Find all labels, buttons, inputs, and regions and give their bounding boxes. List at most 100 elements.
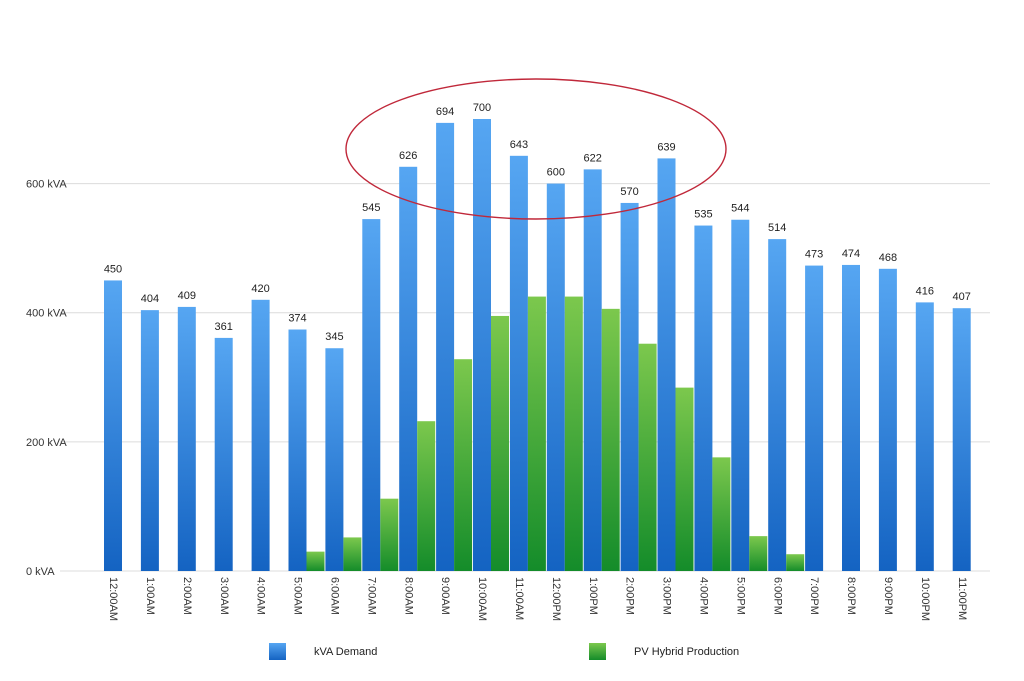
bar-pv-production <box>527 296 546 571</box>
x-tick-label: 7:00AM <box>365 577 377 615</box>
bar-pv-production <box>417 421 436 571</box>
x-axis: 12:00AM 1:00AM 2:00AM 3:00AM 4:00AM 5:00AM 6:0… <box>107 577 968 621</box>
data-label-demand: 544 <box>731 203 749 215</box>
x-tick-label: 6:00PM <box>771 577 783 615</box>
data-label-demand: 468 <box>879 252 897 264</box>
bar-demand <box>436 122 455 571</box>
legend-swatch-pv <box>589 643 606 660</box>
x-tick-label: 12:00AM <box>107 577 119 621</box>
data-label-demand: 450 <box>104 263 122 275</box>
x-tick-label: 12:00PM <box>550 577 562 621</box>
y-tick-label: 200 kVA <box>26 437 67 449</box>
data-label-demand: 570 <box>620 186 638 198</box>
x-tick-label: 2:00AM <box>181 577 193 615</box>
bar-demand <box>657 158 676 571</box>
x-tick-label: 4:00AM <box>255 577 267 615</box>
data-label-demand: 600 <box>547 167 565 179</box>
legend-label-pv: PV Hybrid Production <box>634 645 740 658</box>
bar-pv-production <box>786 554 805 571</box>
data-label-demand: 361 <box>215 321 233 333</box>
x-tick-label: 8:00PM <box>845 577 857 615</box>
annotation <box>345 78 727 220</box>
x-tick-label: 10:00PM <box>919 577 931 621</box>
data-label-demand: 622 <box>584 152 602 164</box>
bar-demand <box>583 169 602 571</box>
bar-pv-production <box>343 537 362 571</box>
data-label-demand: 345 <box>325 331 343 343</box>
data-label-demand: 473 <box>805 249 823 261</box>
bar-demand <box>140 310 159 571</box>
data-label-demand: 639 <box>657 141 675 153</box>
data-label-demand: 420 <box>251 283 269 295</box>
data-label-demand: 404 <box>141 293 159 305</box>
bar-demand <box>214 337 233 571</box>
data-label-demand: 643 <box>510 139 528 151</box>
y-tick-label: 0 kVA <box>26 566 55 578</box>
x-tick-label: 7:00PM <box>808 577 820 615</box>
data-label-demand: 374 <box>288 313 306 325</box>
x-tick-label: 9:00PM <box>882 577 894 615</box>
bar-pv-production <box>491 315 509 571</box>
bar-demand <box>768 239 787 571</box>
bar-demand <box>805 265 824 571</box>
bar-pv-production <box>675 387 694 571</box>
bar-demand <box>251 299 270 571</box>
y-axis: 0 kVA 200 kVA 400 kVA 600 kVA <box>26 179 67 578</box>
data-label-demand: 700 <box>473 102 491 114</box>
data-label-demand: 514 <box>768 222 786 234</box>
bar-demand <box>399 166 418 571</box>
bar-pv-production <box>712 457 731 571</box>
data-label-demand: 474 <box>842 248 860 260</box>
bars <box>104 119 971 572</box>
x-tick-label: 8:00AM <box>402 577 414 615</box>
data-labels: 450 404 409 361 420 374 345 545 626 694 700 643 600 6… <box>104 102 971 343</box>
bar-demand <box>731 219 750 571</box>
y-tick-label: 600 kVA <box>26 179 67 191</box>
bar-demand <box>694 225 713 571</box>
bar-demand <box>546 183 565 571</box>
bar-demand <box>842 264 860 571</box>
bar-pv-production <box>564 296 583 571</box>
bar-demand <box>952 308 971 571</box>
legend-item-pv: PV Hybrid Production <box>589 643 739 660</box>
legend-swatch-demand <box>269 643 286 660</box>
x-tick-label: 1:00PM <box>587 577 599 615</box>
x-tick-label: 1:00AM <box>144 577 156 615</box>
x-tick-label: 9:00AM <box>439 577 451 615</box>
bar-demand <box>325 348 344 571</box>
data-label-demand: 694 <box>436 106 454 118</box>
bar-demand <box>362 219 381 571</box>
data-label-demand: 409 <box>178 290 196 302</box>
legend-item-demand: kVA Demand <box>269 643 377 660</box>
x-tick-label: 10:00AM <box>476 577 488 621</box>
data-label-demand: 545 <box>362 202 380 214</box>
bar-pv-production <box>749 536 768 571</box>
bar-demand <box>878 268 897 571</box>
x-tick-label: 5:00PM <box>734 577 746 615</box>
bar-demand <box>473 119 491 571</box>
data-label-demand: 626 <box>399 150 417 162</box>
x-tick-label: 3:00PM <box>661 577 673 615</box>
x-tick-label: 4:00PM <box>697 577 709 615</box>
bar-pv-production <box>454 359 473 571</box>
data-label-demand: 416 <box>916 285 934 297</box>
highlight-ellipse <box>345 78 727 220</box>
x-tick-label: 11:00AM <box>513 577 525 620</box>
bar-demand <box>177 306 196 571</box>
bar-demand <box>509 155 528 572</box>
bar-pv-production <box>601 308 620 571</box>
data-label-demand: 535 <box>694 209 712 221</box>
x-tick-label: 5:00AM <box>292 577 304 615</box>
x-tick-label: 2:00PM <box>624 577 636 615</box>
x-tick-label: 3:00AM <box>218 577 230 615</box>
bar-demand <box>915 302 934 571</box>
x-tick-label: 11:00PM <box>956 577 968 620</box>
bar-demand <box>620 202 639 572</box>
bar-demand <box>288 329 307 571</box>
x-tick-label: 6:00AM <box>328 577 340 615</box>
y-tick-label: 400 kVA <box>26 308 67 320</box>
bar-pv-production <box>638 343 657 571</box>
bar-demand <box>104 280 122 571</box>
bar-pv-production <box>306 551 325 571</box>
